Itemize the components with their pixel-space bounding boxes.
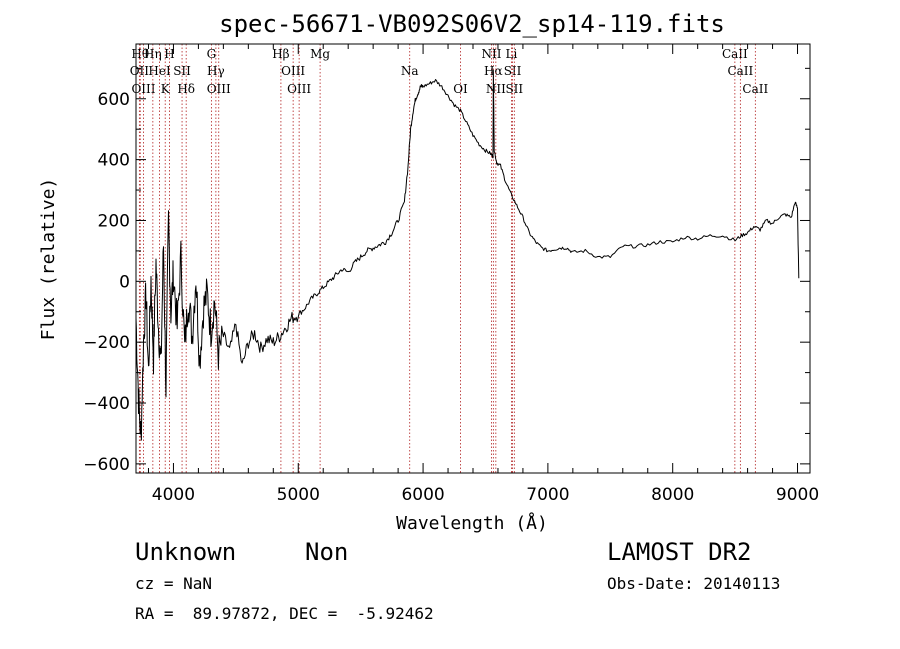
spectral-line-label: Li: [506, 47, 518, 61]
spectral-line-label: OII: [130, 64, 150, 78]
x-axis-label: Wavelength (Å): [396, 512, 548, 534]
spectral-line-label: Hγ: [207, 64, 225, 78]
spectral-line-label: SII: [504, 64, 522, 78]
y-tick-label: −600: [83, 455, 130, 475]
y-axis-label: Flux (relative): [38, 178, 59, 341]
x-tick-label: 5000: [277, 485, 320, 505]
spectral-line-label: SII: [173, 64, 191, 78]
spectral-line-label: OIII: [131, 82, 155, 96]
x-tick-label: 9000: [776, 485, 819, 505]
chart-title: spec-56671-VB092S06V2_sp14-119.fits: [219, 10, 725, 38]
coordinates-label: RA = 89.97872, DEC = -5.92462: [135, 604, 434, 623]
y-tick-label: −400: [83, 394, 130, 414]
spectral-line-label: G: [207, 47, 217, 61]
spectrum-line: [135, 69, 800, 441]
y-tick-label: 400: [98, 151, 130, 171]
spectral-line-label: CaII: [727, 64, 753, 78]
x-tick-label: 4000: [152, 485, 195, 505]
x-tick-label: 7000: [526, 485, 569, 505]
spectral-line-label: CaII: [722, 47, 748, 61]
plot-area: HθOIIOIIIHηHeIKHSIIHδGHγOIIIHβOIIIOIIIMg…: [83, 43, 819, 505]
spectral-line-label: Hη: [144, 47, 162, 61]
y-tick-label: −200: [83, 333, 130, 353]
y-tick-label: 200: [98, 211, 130, 231]
obs-date-label: Obs-Date: 20140113: [607, 574, 781, 593]
plot-frame: [135, 43, 811, 474]
survey-label: LAMOST DR2: [607, 538, 752, 566]
spectral-line-label: CaII: [742, 82, 768, 96]
spectral-line-label: OIII: [207, 82, 231, 96]
x-tick-label: 8000: [651, 485, 694, 505]
spectral-line-label: NII: [481, 47, 501, 61]
y-tick-label: 600: [98, 90, 130, 110]
spectral-line-label: Na: [401, 64, 419, 78]
y-tick-label: 0: [119, 272, 130, 292]
spectral-line-label: K: [161, 82, 171, 96]
spectral-line-label: HeI: [148, 64, 171, 78]
spectral-line-label: NII: [486, 82, 506, 96]
spectral-line-label: Hδ: [177, 82, 195, 96]
class-label: Unknown: [135, 538, 237, 566]
spectral-line-label: Hβ: [272, 47, 289, 61]
spectral-line-label: Mg: [310, 47, 330, 61]
x-tick-label: 6000: [401, 485, 444, 505]
spectral-line-label: H: [164, 47, 174, 61]
spectral-line-label: OIII: [287, 82, 311, 96]
spectral-line-label: SII: [505, 82, 523, 96]
spectral-line-label: OIII: [281, 64, 305, 78]
spectral-line-label: OI: [453, 82, 468, 96]
redshift-label: cz = NaN: [135, 574, 213, 593]
subclass-label: Non: [305, 538, 349, 566]
